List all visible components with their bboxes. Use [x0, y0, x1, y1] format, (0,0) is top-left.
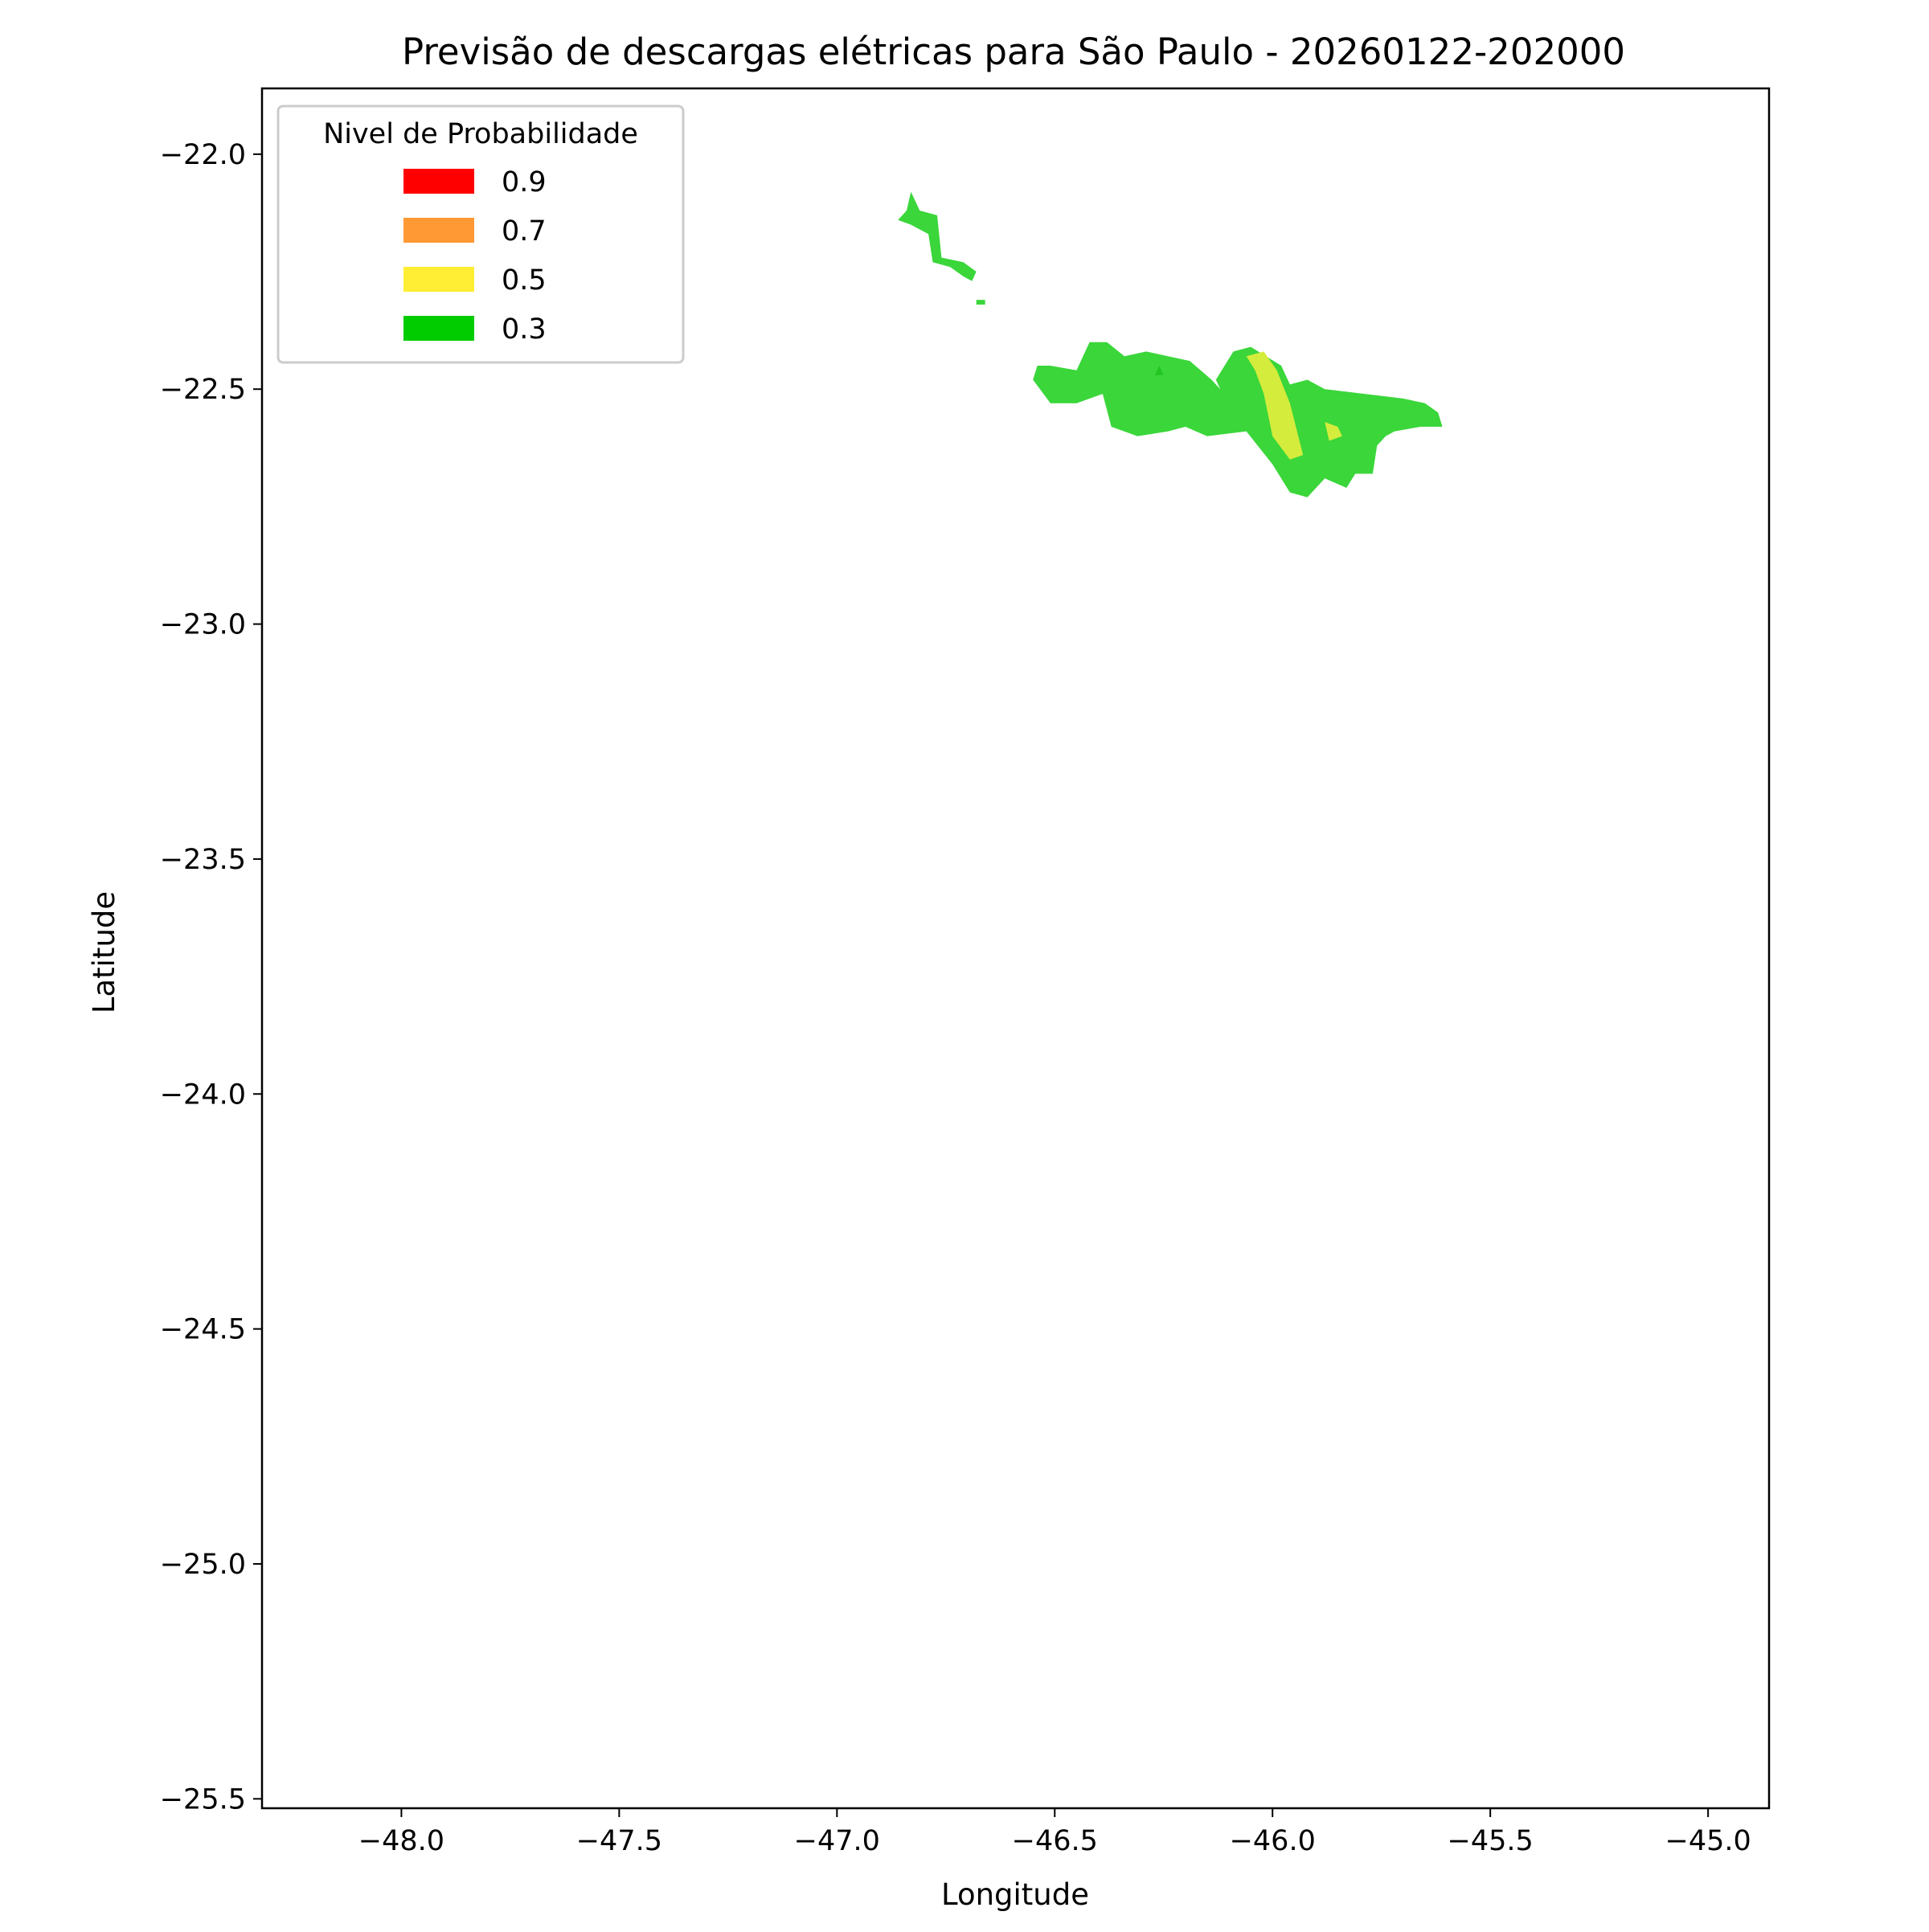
legend-label: 0.3 [502, 313, 547, 346]
y-tick-label: −23.5 [160, 844, 246, 876]
y-tick-label: −25.5 [160, 1783, 246, 1815]
legend-title: Nivel de Probabilidade [323, 118, 638, 150]
legend-label: 0.9 [502, 166, 547, 199]
x-tick-label: −46.5 [1012, 1825, 1098, 1857]
legend-label: 0.7 [502, 215, 547, 248]
contour-level-0-3-region-0-1 [976, 300, 985, 305]
y-axis-label: Latitude [87, 891, 121, 1013]
contour-level-0-3-region-0-0 [898, 191, 977, 281]
legend-frame [276, 104, 685, 364]
contour-level-0-3-region-1-0 [1154, 366, 1164, 375]
contour-level-0-5-region-2-1 [1325, 422, 1342, 441]
legend-swatch [403, 218, 474, 243]
legend-swatch [403, 267, 474, 292]
legend-label: 0.5 [502, 264, 547, 297]
x-tick-label: −48.0 [358, 1825, 444, 1857]
legend-swatch [403, 169, 474, 194]
y-tick-label: −24.5 [160, 1314, 246, 1346]
chart-title: Previsão de descargas elétricas para São… [402, 31, 1625, 73]
legend-swatch [403, 316, 474, 341]
y-tick-label: −24.0 [160, 1079, 246, 1111]
plot-frame [260, 87, 1771, 1810]
y-tick-label: −23.0 [160, 609, 246, 641]
legend: Nivel de Probabilidade 0.9 0.7 0.5 0.3 [276, 104, 685, 364]
x-axis: −48.0 −47.5 −47.0 −46.5 −46.0 −45.5 −45.0 [358, 1808, 1751, 1857]
x-tick-label: −45.0 [1665, 1825, 1751, 1857]
contour-level-0-3-region-0-2 [1033, 342, 1443, 497]
contour-level-0-5-region-2-0 [1246, 351, 1304, 460]
y-tick-label: −22.5 [160, 374, 246, 406]
x-tick-label: −46.0 [1230, 1825, 1316, 1857]
x-tick-label: −47.5 [576, 1825, 662, 1857]
plot-area [898, 191, 1443, 497]
y-tick-label: −22.0 [160, 139, 246, 171]
x-tick-label: −45.5 [1448, 1825, 1534, 1857]
y-tick-label: −25.0 [160, 1549, 246, 1581]
x-tick-label: −47.0 [794, 1825, 880, 1857]
x-axis-label: Longitude [941, 1877, 1089, 1912]
y-axis: −22.0 −22.5 −23.0 −23.5 −24.0 −24.5 −25.0 −25.5 [160, 139, 262, 1815]
